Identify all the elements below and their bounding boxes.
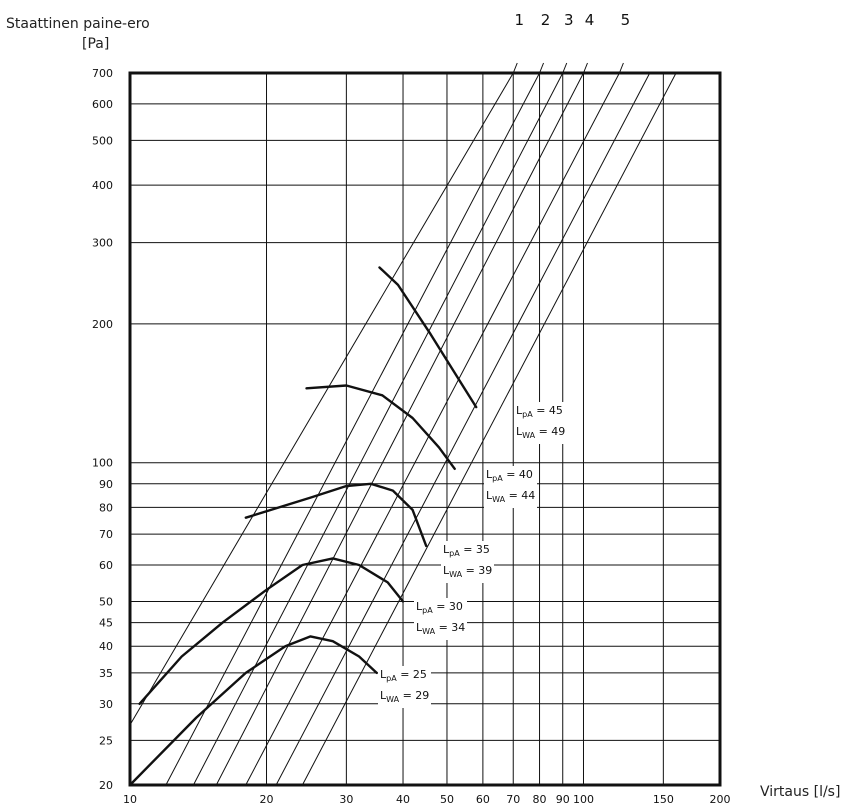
x-tick-label: 70	[506, 793, 520, 806]
y-tick-label: 300	[92, 237, 113, 250]
damper-line-6	[275, 73, 651, 785]
sound-level-label: LpA = 45 LWA = 49	[514, 402, 568, 445]
y-tick-label: 50	[99, 596, 113, 609]
sound-level-label: LpA = 35 LWA = 39	[441, 541, 495, 584]
sound-level-label: LpA = 30 LWA = 34	[414, 598, 468, 641]
y-tick-label: 80	[99, 501, 113, 514]
x-tick-label: 50	[440, 793, 454, 806]
damper-label-4: 4	[585, 11, 595, 29]
y-tick-label: 600	[92, 98, 113, 111]
sound-curve-lpa-35	[244, 482, 428, 548]
lwa-label: LWA = 34	[416, 621, 466, 637]
damper-line-5	[245, 73, 620, 785]
damper-lines-group	[130, 73, 677, 785]
lwa-label: LWA = 29	[380, 689, 430, 705]
y-tick-label: 700	[92, 67, 113, 80]
x-tick-label: 150	[653, 793, 674, 806]
lpa-label: LpA = 45	[516, 404, 563, 420]
x-tick-label: 100	[573, 793, 594, 806]
damper-label-2: 2	[541, 11, 551, 29]
plot-frame	[128, 71, 722, 787]
x-tick-label: 20	[260, 793, 274, 806]
lwa-label: LWA = 44	[486, 489, 536, 505]
damper-line-4	[215, 73, 584, 785]
y-axis-unit: [Pa]	[82, 36, 110, 52]
x-axis-title: Virtaus [l/s]	[760, 784, 841, 800]
x-tick-label: 80	[533, 793, 547, 806]
sound-level-label: LpA = 40 LWA = 44	[484, 466, 538, 509]
y-tick-label: 35	[99, 667, 113, 680]
y-tick-label: 100	[92, 457, 113, 470]
sound-curve-lpa-40	[305, 384, 456, 470]
sound-level-label: LpA = 25 LWA = 29	[378, 666, 432, 709]
x-tick-label: 90	[556, 793, 570, 806]
lpa-label: LpA = 35	[443, 543, 490, 559]
damper-line-1	[130, 73, 514, 726]
x-tick-label: 60	[476, 793, 490, 806]
lwa-label: LWA = 39	[443, 564, 493, 580]
damper-label-leader	[512, 62, 518, 74]
sound-curve-lpa-30	[138, 557, 405, 705]
sound-curve-lpa-25	[128, 635, 378, 787]
lpa-label: LpA = 30	[416, 600, 463, 616]
x-tick-label: 10	[123, 793, 137, 806]
damper-label-5: 5	[621, 11, 631, 29]
damper-line-2	[165, 73, 540, 785]
y-tick-label: 40	[99, 640, 113, 653]
damper-label-leader	[583, 62, 588, 74]
damper-line-7	[301, 73, 677, 785]
damper-label-1: 1	[514, 11, 524, 29]
y-tick-label: 70	[99, 528, 113, 541]
y-axis-title: Staattinen paine-ero	[6, 16, 150, 32]
y-tick-label: 45	[99, 617, 113, 630]
x-tick-label: 30	[339, 793, 353, 806]
x-tick-label: 40	[396, 793, 410, 806]
y-tick-label: 90	[99, 478, 113, 491]
damper-label-leader	[539, 62, 545, 74]
lwa-label: LWA = 49	[516, 425, 566, 441]
y-tick-label: 30	[99, 698, 113, 711]
damper-label-leader	[562, 62, 568, 74]
sound-curve-lpa-45	[378, 266, 478, 409]
x-tick-label: 200	[710, 793, 731, 806]
lpa-label: LpA = 40	[486, 468, 533, 484]
y-tick-label: 500	[92, 134, 113, 147]
y-tick-label: 60	[99, 559, 113, 572]
y-tick-label: 200	[92, 318, 113, 331]
y-tick-label: 400	[92, 179, 113, 192]
lpa-label: LpA = 25	[380, 668, 427, 684]
y-tick-label: 25	[99, 734, 113, 747]
y-tick-label: 20	[99, 779, 113, 792]
damper-label-leader	[618, 62, 624, 74]
damper-label-3: 3	[564, 11, 574, 29]
